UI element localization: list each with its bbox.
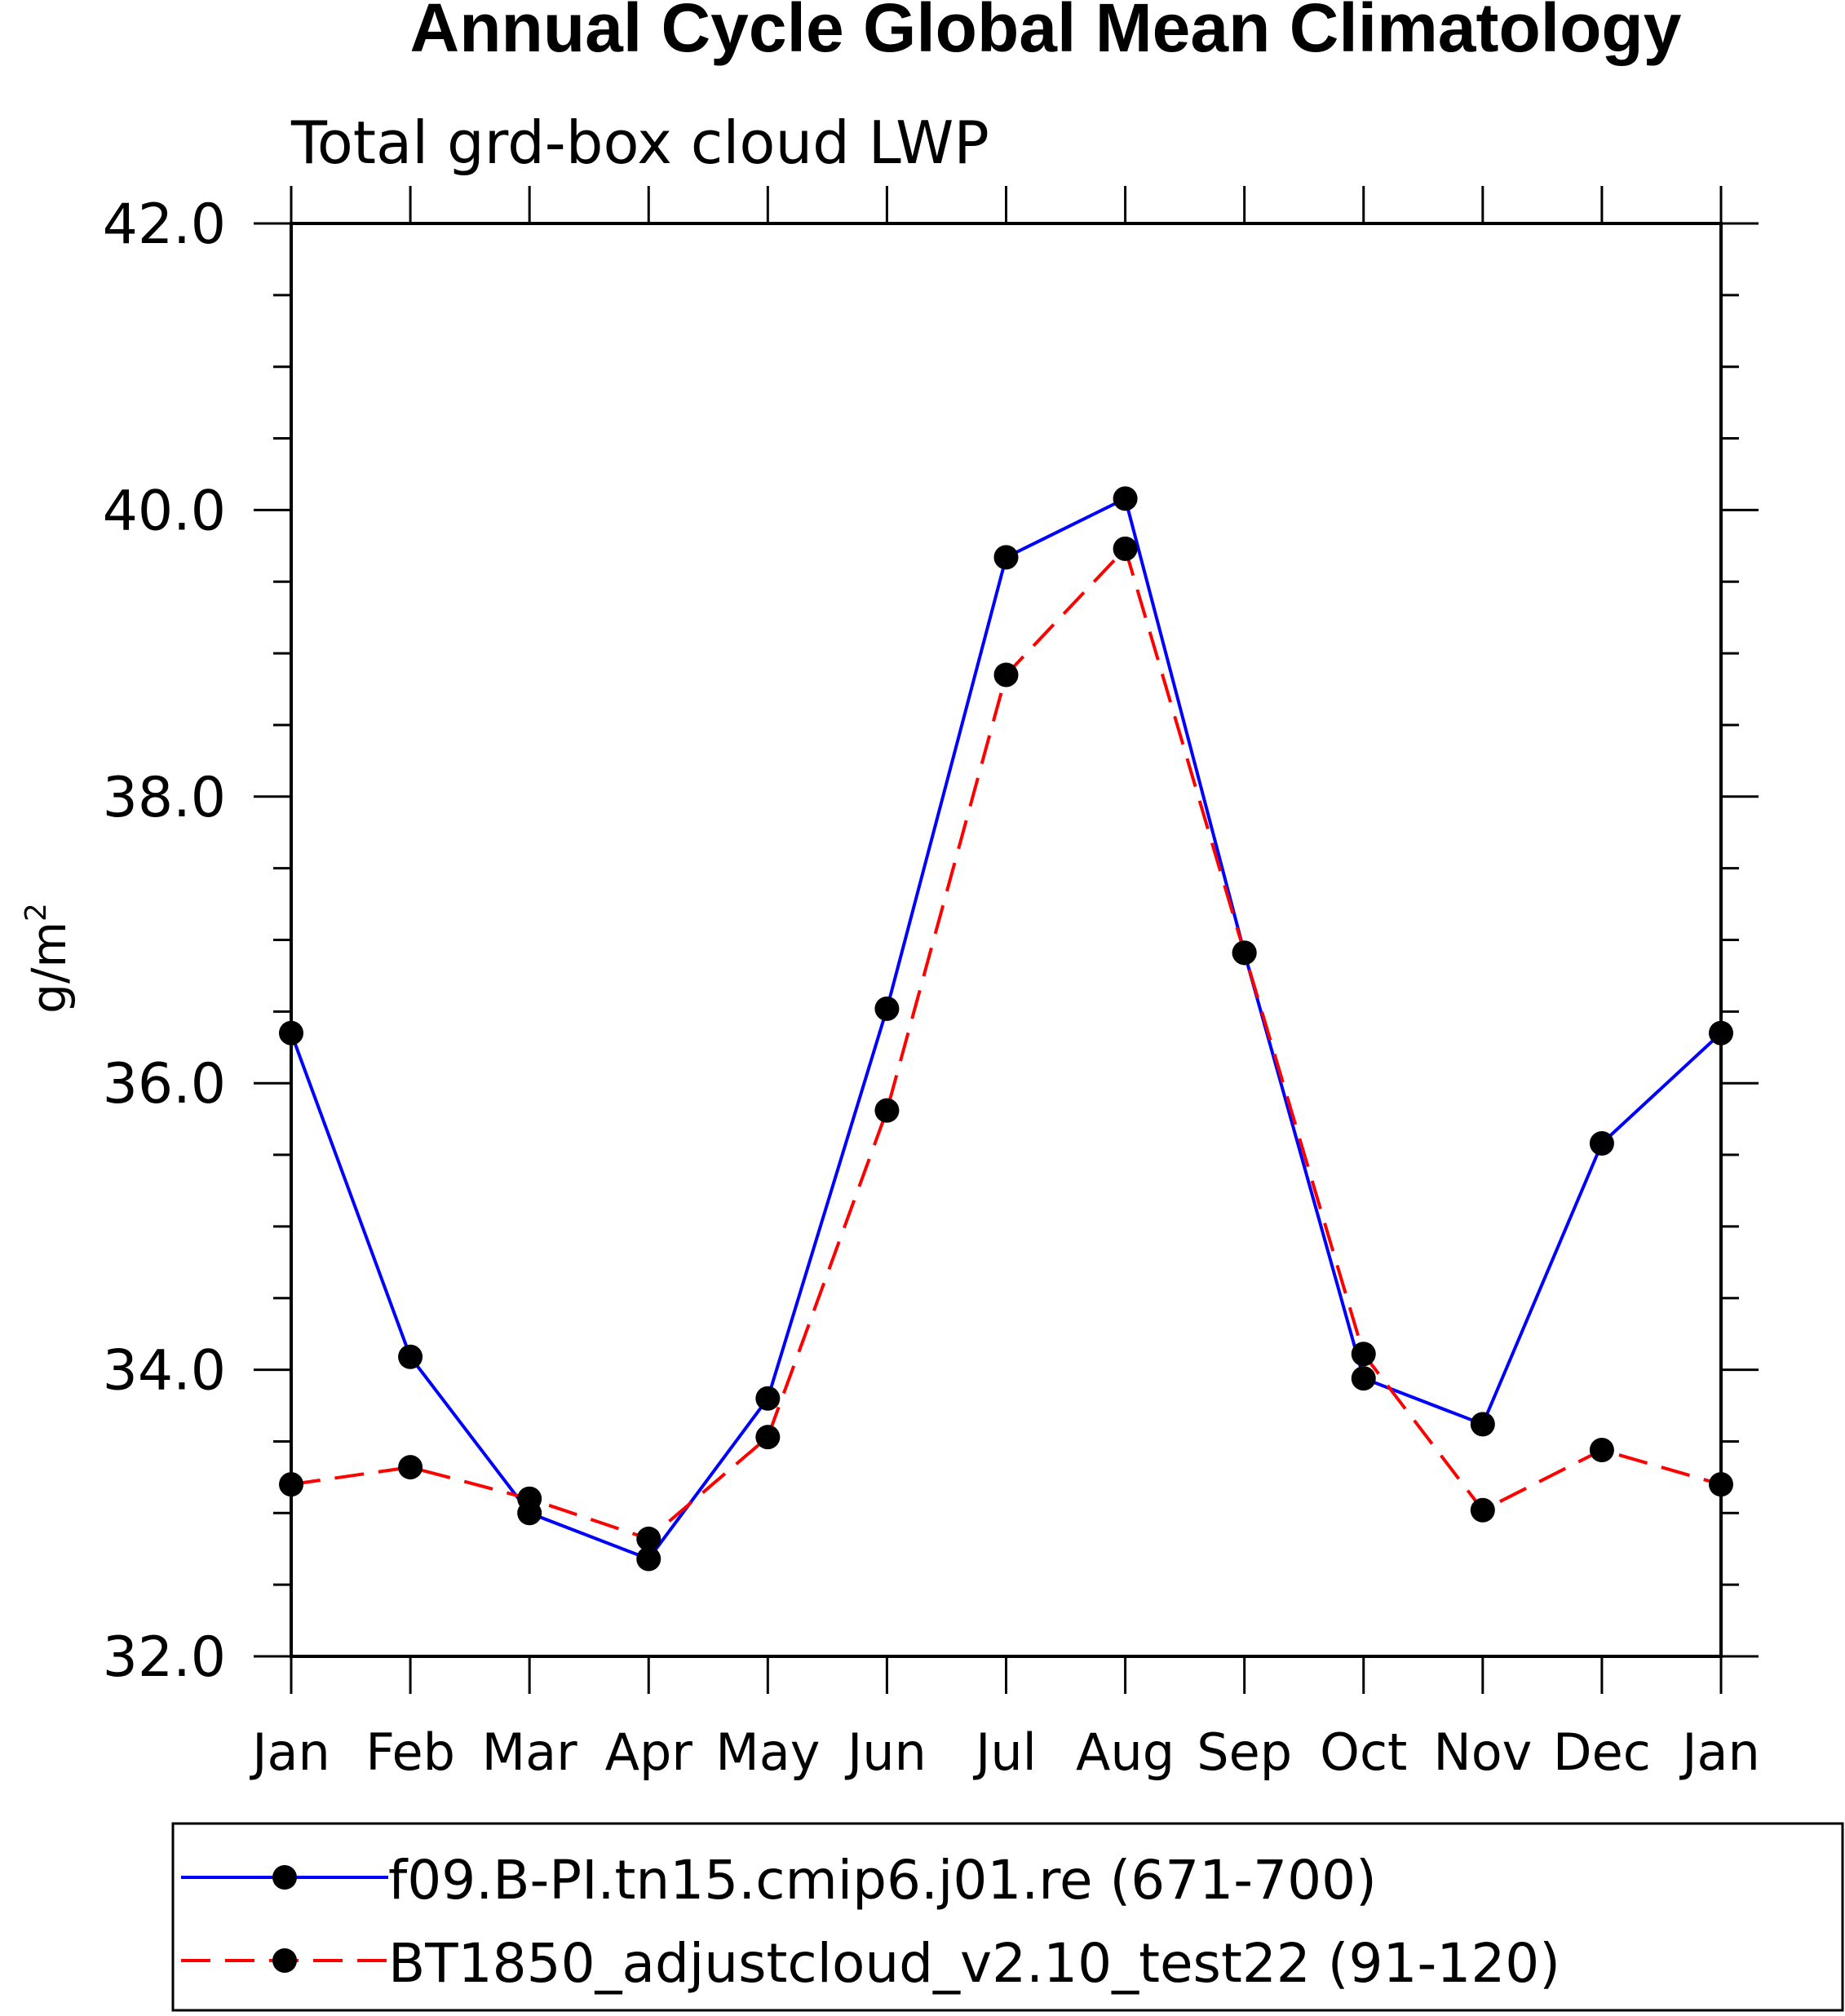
- x-tick-label: Feb: [365, 1722, 455, 1782]
- data-point-series-2: [1113, 536, 1138, 561]
- y-tick-label: 38.0: [103, 766, 226, 830]
- chart-title: Annual Cycle Global Mean Climatology: [410, 0, 1682, 66]
- y-tick-label: 32.0: [103, 1625, 226, 1690]
- y-tick-label: 34.0: [103, 1339, 226, 1404]
- data-point-series-2: [1232, 940, 1257, 966]
- data-point-series-1: [755, 1386, 781, 1411]
- data-point-series-1: [993, 545, 1019, 570]
- y-axis-label: g/m2: [20, 903, 77, 1014]
- y-tick-label: 36.0: [103, 1052, 226, 1116]
- x-tick-label: Jan: [1679, 1722, 1760, 1782]
- data-point-series-1: [1709, 1020, 1733, 1046]
- data-point-series-2: [993, 662, 1019, 687]
- data-point-series-1: [398, 1344, 423, 1369]
- data-point-series-2: [636, 1526, 661, 1551]
- y-tick-label: 42.0: [103, 192, 226, 257]
- series-line-1: [290, 496, 1723, 1561]
- data-point-series-2: [1351, 1342, 1376, 1367]
- data-point-series-1: [1470, 1412, 1495, 1437]
- legend-marker-2: [272, 1948, 297, 1973]
- x-tick-label: Jul: [972, 1722, 1037, 1782]
- data-point-series-2: [1589, 1437, 1614, 1462]
- y-axis-label-base: g/m: [21, 922, 77, 1014]
- data-point-series-2: [1709, 1472, 1733, 1497]
- x-tick-label: Nov: [1433, 1722, 1532, 1782]
- legend-marker-1: [272, 1865, 297, 1890]
- data-point-series-2: [1470, 1497, 1495, 1523]
- chart-subtitle: Total grd-box cloud LWP: [290, 108, 989, 177]
- data-point-series-2: [755, 1425, 781, 1450]
- x-tick-label: Aug: [1076, 1722, 1175, 1782]
- x-tick-label: Jun: [844, 1722, 927, 1782]
- plot-frame: [290, 222, 1723, 1658]
- legend: f09.B-PI.tn15.cmip6.j01.re (671-700) BT18…: [171, 1822, 1844, 2012]
- x-tick-label: Dec: [1553, 1722, 1651, 1782]
- x-tick-label: Apr: [605, 1722, 693, 1782]
- tick-labels: 32.0 34.0 36.0 38.0 40.0 42.0 Jan Feb Mar Apr May J…: [103, 192, 1760, 1782]
- series-line-2: [290, 545, 1722, 1541]
- x-tick-label: Mar: [482, 1722, 577, 1782]
- data-point-series-2: [279, 1472, 303, 1497]
- data-point-series-2: [517, 1486, 542, 1511]
- data-point-series-1: [636, 1546, 661, 1572]
- data-point-series-2: [874, 1098, 900, 1123]
- data-point-series-2: [398, 1455, 423, 1480]
- y-tick-label: 40.0: [103, 479, 226, 543]
- x-tick-label: Sep: [1197, 1722, 1292, 1782]
- legend-entry-1: f09.B-PI.tn15.cmip6.j01.re (671-700): [388, 1849, 1377, 1912]
- data-point-series-1: [1113, 486, 1138, 511]
- x-tick-label: May: [715, 1722, 820, 1782]
- x-tick-label: Oct: [1320, 1722, 1407, 1782]
- legend-box: [171, 1822, 1844, 2012]
- data-point-series-1: [874, 996, 900, 1021]
- data-point-series-1: [279, 1020, 303, 1046]
- legend-entry-2: BT1850_adjustcloud_v2.10_test22 (91-120): [388, 1932, 1560, 1995]
- y-axis-label-superscript: 2: [20, 903, 53, 922]
- series-layer: [279, 486, 1733, 1572]
- axes: [254, 186, 1759, 1694]
- data-point-series-1: [1589, 1130, 1614, 1156]
- data-point-series-1: [1351, 1366, 1376, 1391]
- x-tick-label: Jan: [249, 1722, 330, 1782]
